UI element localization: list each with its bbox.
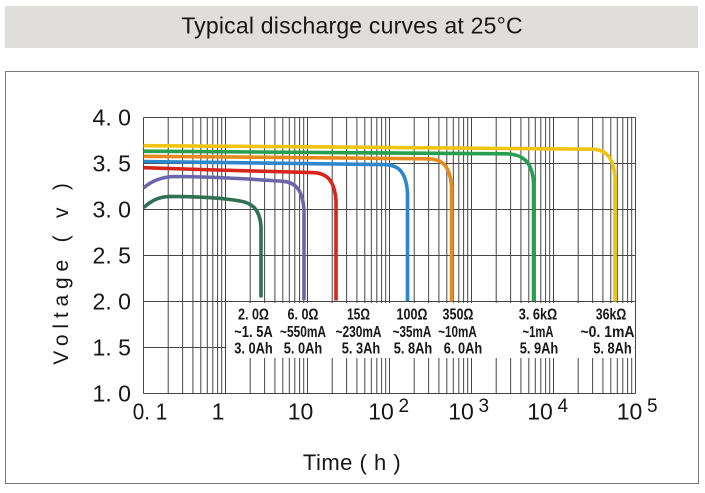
- svg-text:2. 5: 2. 5: [93, 243, 132, 269]
- svg-text:1. 5: 1. 5: [93, 335, 132, 361]
- svg-text:0. 1: 0. 1: [133, 399, 168, 425]
- svg-text:10: 10: [448, 399, 474, 425]
- svg-text:2: 2: [399, 396, 410, 417]
- svg-text:5. 3Ah: 5. 3Ah: [342, 341, 381, 358]
- svg-text:10: 10: [617, 399, 643, 425]
- svg-text:6. 0Ω: 6. 0Ω: [288, 307, 319, 324]
- svg-text:100Ω: 100Ω: [397, 307, 428, 324]
- svg-text:15Ω: 15Ω: [347, 307, 370, 324]
- svg-text:2. 0Ω: 2. 0Ω: [238, 307, 269, 324]
- svg-text:~1mA: ~1mA: [523, 324, 554, 341]
- svg-text:2. 0: 2. 0: [93, 289, 132, 315]
- svg-text:~1. 5A: ~1. 5A: [234, 324, 273, 341]
- svg-text:350Ω: 350Ω: [443, 307, 474, 324]
- svg-text:Voltage ( v ): Voltage ( v ): [50, 177, 73, 364]
- svg-text:4. 0: 4. 0: [93, 105, 132, 131]
- svg-text:10: 10: [288, 399, 314, 425]
- svg-text:3. 5: 3. 5: [93, 151, 132, 177]
- svg-text:36kΩ: 36kΩ: [596, 307, 627, 324]
- svg-text:10: 10: [527, 399, 553, 425]
- svg-text:Time ( h ): Time ( h ): [303, 450, 401, 475]
- svg-text:4: 4: [558, 396, 569, 417]
- svg-text:10: 10: [368, 399, 394, 425]
- svg-text:3. 0Ah: 3. 0Ah: [234, 341, 273, 358]
- svg-text:3. 6kΩ: 3. 6kΩ: [519, 307, 558, 324]
- svg-text:~550mA: ~550mA: [280, 324, 326, 341]
- svg-text:1. 0: 1. 0: [93, 381, 132, 407]
- svg-text:5. 9Ah: 5. 9Ah: [520, 341, 559, 358]
- svg-text:~230mA: ~230mA: [336, 324, 382, 341]
- svg-text:3: 3: [479, 396, 490, 417]
- svg-text:~0. 1mA: ~0. 1mA: [581, 324, 635, 341]
- svg-text:3. 0: 3. 0: [93, 197, 132, 223]
- svg-text:5. 8Ah: 5. 8Ah: [394, 341, 433, 358]
- svg-text:~10mA: ~10mA: [438, 324, 477, 341]
- svg-text:~35mA: ~35mA: [393, 324, 432, 341]
- svg-text:Typical discharge curves at 25: Typical discharge curves at 25°C: [181, 13, 523, 39]
- svg-text:1: 1: [212, 399, 225, 425]
- svg-text:5. 8Ah: 5. 8Ah: [593, 341, 632, 358]
- svg-text:5. 0Ah: 5. 0Ah: [284, 341, 323, 358]
- svg-text:5: 5: [647, 396, 658, 417]
- svg-text:6. 0Ah: 6. 0Ah: [444, 341, 483, 358]
